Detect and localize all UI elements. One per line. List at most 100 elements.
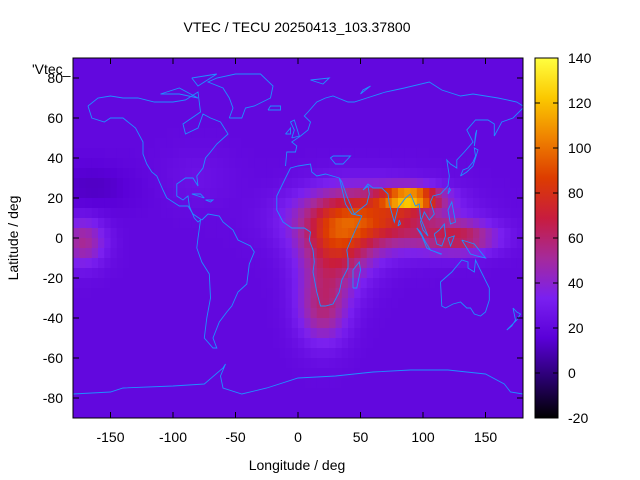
heatmap-cell bbox=[216, 368, 224, 379]
heatmap-cell bbox=[473, 308, 480, 319]
heatmap-cell bbox=[316, 118, 324, 129]
heatmap-cell bbox=[385, 98, 393, 109]
heatmap-cell bbox=[348, 228, 355, 239]
heatmap-cell bbox=[391, 268, 399, 279]
heatmap-cell bbox=[85, 228, 93, 239]
heatmap-cell bbox=[391, 198, 399, 209]
heatmap-cell bbox=[129, 288, 137, 299]
heatmap-cell bbox=[341, 58, 349, 69]
heatmap-cell bbox=[454, 198, 462, 209]
heatmap-cell bbox=[91, 218, 99, 229]
heatmap-cell bbox=[98, 158, 105, 169]
heatmap-cell bbox=[354, 358, 362, 369]
heatmap-cell bbox=[229, 198, 237, 209]
heatmap-cell bbox=[154, 88, 162, 99]
heatmap-cell bbox=[216, 358, 224, 369]
heatmap-cell bbox=[160, 158, 168, 169]
heatmap-cell bbox=[466, 278, 474, 289]
heatmap-cell bbox=[260, 128, 268, 139]
heatmap-cell bbox=[316, 88, 324, 99]
heatmap-cell bbox=[329, 118, 337, 129]
heatmap-cell bbox=[279, 248, 287, 259]
heatmap-cell bbox=[273, 168, 280, 179]
heatmap-cell bbox=[304, 138, 312, 149]
heatmap-cell bbox=[85, 208, 93, 219]
heatmap-cell bbox=[98, 318, 105, 329]
heatmap-cell bbox=[116, 378, 124, 389]
heatmap-cell bbox=[204, 208, 212, 219]
heatmap-cell bbox=[460, 258, 468, 269]
heatmap-cell bbox=[435, 98, 443, 109]
heatmap-cell bbox=[504, 178, 512, 189]
heatmap-cell bbox=[385, 228, 393, 239]
heatmap-cell bbox=[410, 138, 418, 149]
heatmap-cell bbox=[504, 378, 512, 389]
heatmap-cell bbox=[485, 68, 493, 79]
heatmap-cell bbox=[373, 108, 380, 119]
heatmap-cell bbox=[416, 168, 424, 179]
heatmap-cell bbox=[479, 128, 487, 139]
heatmap-cell bbox=[335, 328, 343, 339]
heatmap-cell bbox=[129, 158, 137, 169]
heatmap-cell bbox=[254, 318, 262, 329]
heatmap-cell bbox=[241, 128, 249, 139]
heatmap-cell bbox=[129, 388, 137, 399]
heatmap-cell bbox=[191, 178, 199, 189]
heatmap-cell bbox=[429, 58, 437, 69]
heatmap-cell bbox=[223, 208, 230, 219]
x-tick-label: 100 bbox=[411, 429, 435, 445]
heatmap-cell bbox=[116, 108, 124, 119]
heatmap-cell bbox=[391, 248, 399, 259]
heatmap-cell bbox=[166, 258, 174, 269]
heatmap-cell bbox=[310, 318, 318, 329]
heatmap-cell bbox=[254, 188, 262, 199]
heatmap-cell bbox=[366, 218, 374, 229]
heatmap-cell bbox=[110, 408, 118, 418]
heatmap-cell bbox=[316, 158, 324, 169]
heatmap-cell bbox=[510, 188, 518, 199]
heatmap-cell bbox=[460, 358, 468, 369]
heatmap-cell bbox=[91, 58, 99, 69]
heatmap-cell bbox=[441, 128, 449, 139]
heatmap-cell bbox=[423, 208, 430, 219]
heatmap-cell bbox=[379, 148, 387, 159]
heatmap-cell bbox=[360, 408, 368, 418]
heatmap-cell bbox=[460, 338, 468, 349]
heatmap-cell bbox=[91, 198, 99, 209]
heatmap-cell bbox=[385, 398, 393, 409]
heatmap-cell bbox=[135, 258, 143, 269]
heatmap-cell bbox=[410, 78, 418, 89]
heatmap-cell bbox=[485, 308, 493, 319]
heatmap-cell bbox=[185, 288, 193, 299]
heatmap-cell bbox=[441, 298, 449, 309]
heatmap-cell bbox=[160, 258, 168, 269]
heatmap-cell bbox=[410, 268, 418, 279]
heatmap-cell bbox=[254, 308, 262, 319]
heatmap-cell bbox=[441, 98, 449, 109]
heatmap-cell bbox=[85, 408, 93, 418]
heatmap-cell bbox=[204, 248, 212, 259]
heatmap-cell bbox=[435, 308, 443, 319]
heatmap-cell bbox=[79, 68, 87, 79]
heatmap-cell bbox=[298, 368, 305, 379]
heatmap-cell bbox=[154, 168, 162, 179]
heatmap-cell bbox=[479, 308, 487, 319]
heatmap-cell bbox=[173, 58, 180, 69]
heatmap-cell bbox=[210, 88, 218, 99]
heatmap-cell bbox=[154, 228, 162, 239]
heatmap-cell bbox=[229, 58, 237, 69]
coastline bbox=[160, 87, 199, 99]
heatmap-cell bbox=[129, 128, 137, 139]
heatmap-cell bbox=[123, 398, 130, 409]
heatmap-cell bbox=[141, 68, 149, 79]
heatmap-cell bbox=[360, 128, 368, 139]
heatmap-cell bbox=[79, 208, 87, 219]
heatmap-cell bbox=[441, 258, 449, 269]
heatmap-cell bbox=[185, 268, 193, 279]
heatmap-cell bbox=[173, 408, 180, 418]
heatmap-cell bbox=[341, 228, 349, 239]
heatmap-cell bbox=[110, 378, 118, 389]
heatmap-cell bbox=[198, 198, 205, 209]
heatmap-cell bbox=[210, 318, 218, 329]
heatmap-cell bbox=[104, 268, 112, 279]
